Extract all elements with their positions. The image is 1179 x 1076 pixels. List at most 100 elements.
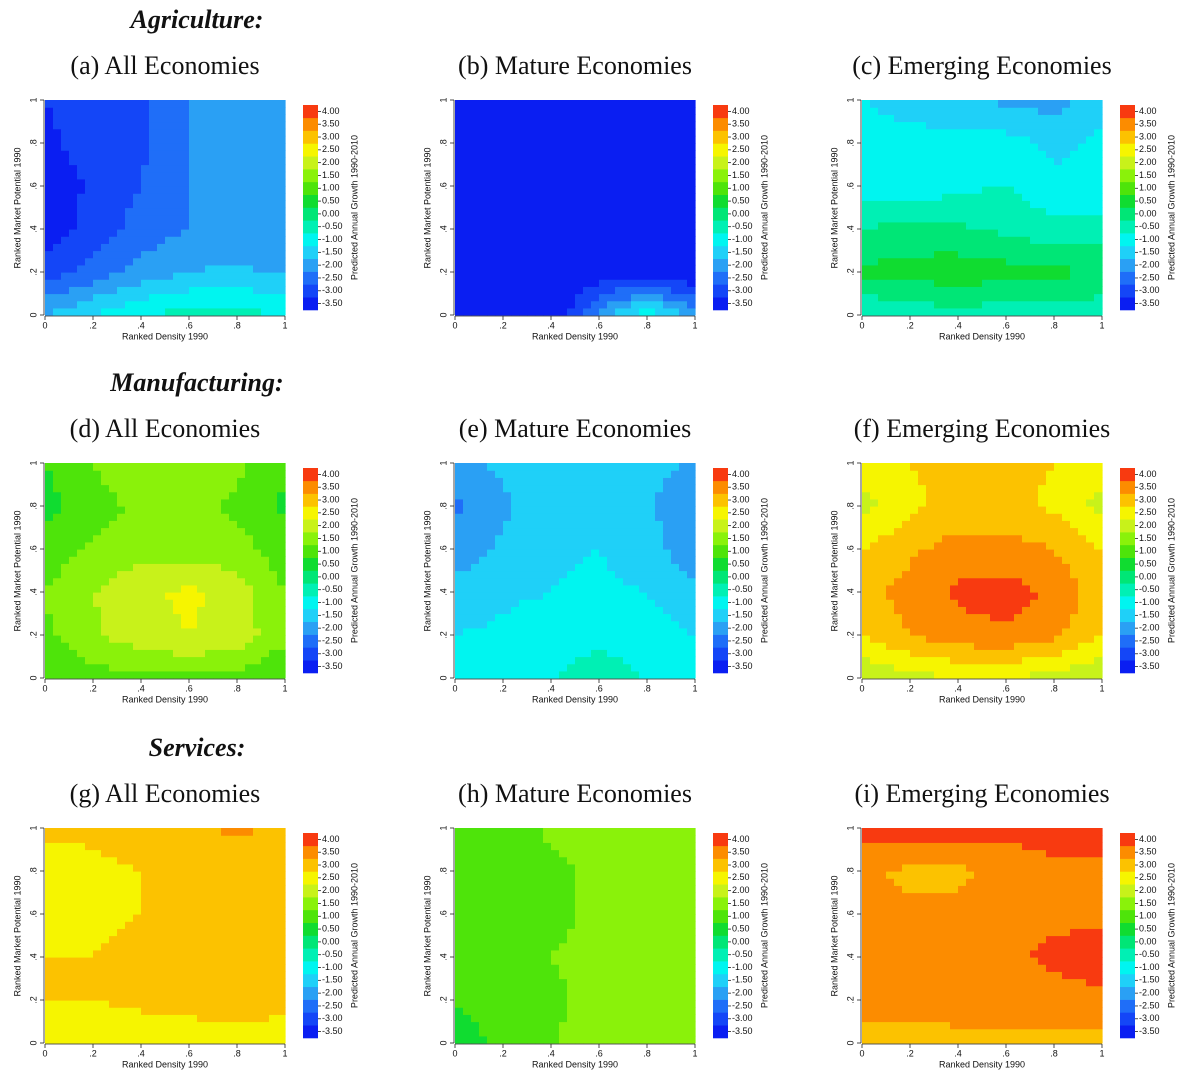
contour-cell (607, 221, 616, 230)
colorbar-band (713, 297, 728, 311)
contour-cell (455, 670, 464, 679)
contour-cell (141, 250, 150, 259)
contour-cell (982, 164, 991, 173)
contour-cell (583, 307, 592, 316)
contour-cell (639, 563, 648, 572)
contour-cell (950, 250, 959, 259)
contour-cell (53, 272, 62, 280)
x-tick-label: 1 (282, 320, 287, 330)
contour-cell (479, 613, 488, 622)
contour-cell (503, 635, 512, 643)
contour-cell (69, 143, 78, 151)
contour-cell (109, 520, 118, 529)
contour-cell (165, 178, 174, 187)
colorbar-band (1120, 297, 1135, 311)
contour-cell (998, 300, 1007, 309)
contour-cell (125, 663, 134, 672)
contour-cell (85, 491, 94, 500)
contour-cell (1054, 157, 1063, 166)
contour-cell (141, 649, 150, 658)
contour-cell (165, 527, 174, 536)
colorbar-tick-label: 1.50 (732, 533, 750, 543)
contour-cell (886, 307, 895, 316)
contour-cell (583, 463, 592, 471)
contour-cell (117, 541, 126, 550)
contour-cell (647, 577, 656, 586)
contour-cell (173, 307, 182, 316)
contour-cell (878, 527, 887, 536)
contour-cell (559, 570, 568, 579)
contour-cell (599, 250, 608, 259)
contour-cell (503, 279, 512, 287)
y-tick-label: .4 (438, 225, 448, 233)
contour-cell (527, 627, 536, 636)
contour-cell (69, 513, 78, 521)
contour-cell (45, 627, 54, 636)
contour-cell (1030, 264, 1039, 273)
contour-cell (982, 243, 991, 252)
contour-cell (189, 186, 198, 194)
contour-cell (607, 243, 616, 252)
contour-cell (495, 264, 504, 273)
contour-cell (583, 186, 592, 194)
contour-cell (125, 143, 134, 151)
contour-cell (631, 541, 640, 550)
contour-cell (655, 599, 664, 607)
contour-cell (221, 243, 230, 252)
contour-cell (117, 214, 126, 223)
contour-cell (591, 300, 600, 309)
colorbar-tick-label: -0.50 (322, 584, 343, 594)
contour-cell (237, 243, 246, 252)
contour-cell (479, 150, 488, 158)
contour-cell (910, 221, 919, 230)
contour-cell (679, 178, 688, 187)
contour-cell (559, 584, 568, 593)
contour-cell (511, 279, 520, 287)
contour-cell (687, 663, 696, 672)
contour-cell (663, 541, 672, 550)
contour-cell (551, 150, 560, 158)
contour-cell (229, 534, 238, 543)
contour-cell (647, 279, 656, 287)
contour-cell (567, 236, 576, 244)
colorbar-band (713, 156, 728, 170)
contour-cell (149, 477, 158, 486)
contour-cell (1070, 307, 1079, 316)
contour-cell (543, 135, 552, 144)
contour-cell (197, 229, 206, 237)
contour-cell (253, 563, 262, 572)
contour-cell (878, 477, 887, 486)
contour-cell (133, 484, 142, 493)
contour-cell (639, 221, 648, 230)
contour-cell (189, 300, 198, 309)
contour-cell (615, 556, 624, 564)
contour-cell (455, 549, 464, 557)
contour-cell (1014, 171, 1023, 180)
contour-cell (519, 599, 528, 607)
contour-cell (269, 250, 278, 259)
contour-cell (543, 128, 552, 137)
contour-cell (1014, 221, 1023, 230)
contour-cell (125, 549, 134, 557)
contour-cell (269, 541, 278, 550)
contour-cell (511, 135, 520, 144)
contour-cell (77, 506, 86, 514)
contour-cell (1070, 121, 1079, 130)
contour-cell (663, 556, 672, 564)
contour-cell (519, 307, 528, 316)
contour-cell (45, 293, 54, 302)
contour-cell (61, 635, 70, 643)
contour-cell (245, 207, 254, 216)
contour-cell (551, 164, 560, 173)
contour-cell (213, 484, 222, 493)
contour-cell (1078, 114, 1087, 123)
contour-cell (671, 470, 680, 478)
contour-cell (894, 293, 903, 302)
contour-cell (45, 549, 54, 557)
contour-cell (878, 193, 887, 201)
contour-cell (45, 243, 54, 252)
colorbar-band (1120, 181, 1135, 195)
contour-cell (93, 635, 102, 643)
contour-cell (527, 107, 536, 115)
contour-cell (599, 470, 608, 478)
